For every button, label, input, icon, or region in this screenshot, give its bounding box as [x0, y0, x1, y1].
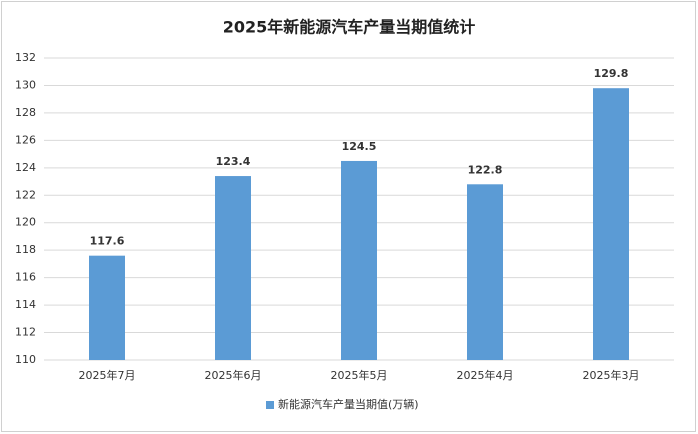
y-tick-label: 112: [15, 326, 36, 339]
x-tick-label: 2025年6月: [205, 368, 262, 382]
y-tick-label: 128: [15, 106, 36, 119]
x-tick-label: 2025年3月: [583, 368, 640, 382]
bar: [593, 88, 629, 360]
legend-swatch: [266, 401, 274, 409]
chart-title: 2025年新能源汽车产量当期值统计: [223, 18, 476, 37]
bar: [215, 176, 251, 360]
y-tick-label: 114: [15, 298, 36, 311]
bar: [341, 160, 377, 360]
value-label: 122.8: [468, 163, 503, 176]
y-tick-label: 116: [15, 271, 36, 284]
y-tick-label: 118: [15, 243, 36, 256]
y-tick-label: 130: [15, 78, 36, 91]
bar: [89, 255, 125, 360]
value-label: 117.6: [90, 235, 125, 248]
value-label: 123.4: [216, 155, 251, 168]
x-tick-label: 2025年5月: [331, 368, 388, 382]
y-tick-label: 110: [15, 353, 36, 366]
y-tick-label: 120: [15, 216, 36, 229]
y-tick-label: 122: [15, 188, 36, 201]
value-label: 129.8: [594, 67, 629, 80]
legend-label: 新能源汽车产量当期值(万辆): [278, 397, 419, 411]
y-tick-label: 126: [15, 133, 36, 146]
bar: [467, 184, 503, 360]
y-tick-label: 132: [15, 51, 36, 64]
x-tick-label: 2025年4月: [457, 368, 514, 382]
y-tick-label: 124: [15, 161, 36, 174]
x-tick-label: 2025年7月: [79, 368, 136, 382]
value-label: 124.5: [342, 140, 377, 153]
